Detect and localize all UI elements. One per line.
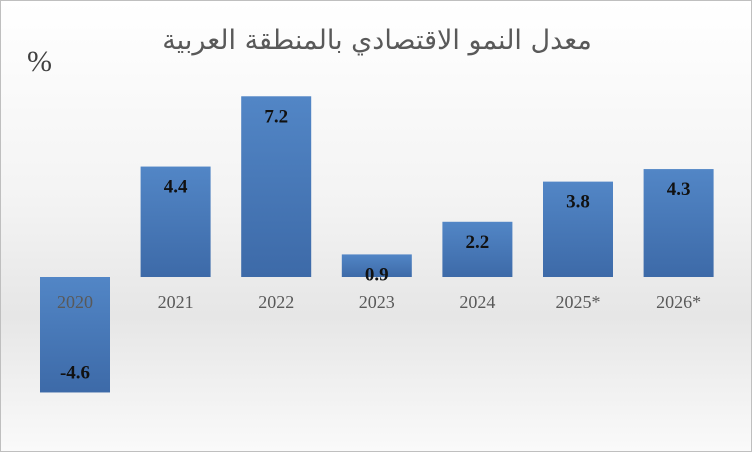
x-tick-label: 2024 [459, 292, 495, 312]
data-label: 0.9 [365, 264, 389, 285]
x-tick-label: 2026* [656, 292, 701, 312]
data-label: -4.6 [60, 362, 90, 383]
x-tick-label: 2020 [57, 292, 93, 312]
bar-2024 [442, 221, 513, 277]
bar-2021 [140, 166, 211, 277]
data-label: 4.4 [164, 177, 188, 198]
bar-2022 [241, 96, 312, 277]
x-tick-label: 2021 [158, 292, 194, 312]
y-axis-unit-label: % [27, 45, 52, 78]
x-tick-label: 2022 [258, 292, 294, 312]
data-label: 2.2 [466, 232, 490, 253]
bar-2020 [40, 277, 110, 393]
data-label: 3.8 [566, 192, 590, 213]
chart-title: معدل النمو الاقتصادي بالمنطقة العربية [162, 25, 592, 56]
bar-2025* [543, 181, 613, 277]
data-label: 7.2 [264, 106, 288, 127]
data-label: 4.3 [667, 179, 691, 200]
bar-2023 [341, 254, 412, 277]
bar-2026* [643, 169, 714, 277]
x-tick-label: 2025* [556, 292, 601, 312]
x-tick-label: 2023 [359, 292, 395, 312]
